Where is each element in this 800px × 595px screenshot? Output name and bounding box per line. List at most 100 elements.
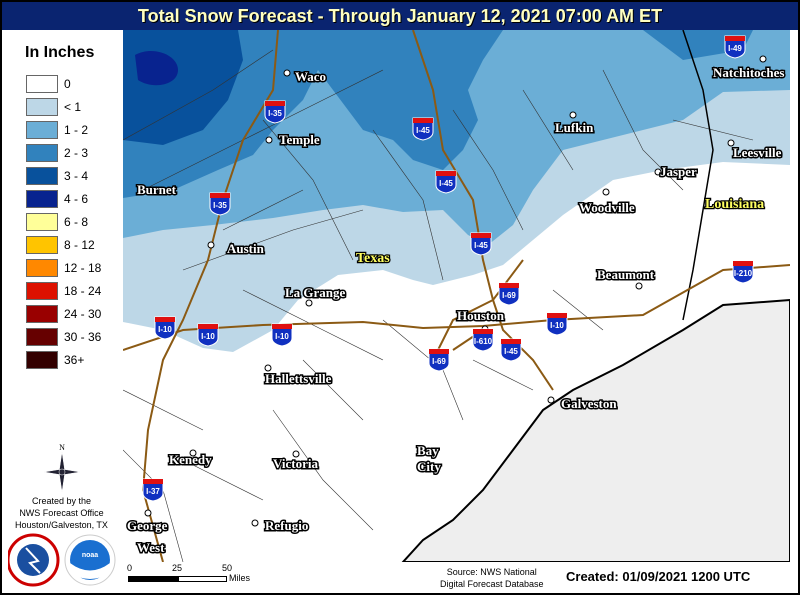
city-marker xyxy=(305,299,313,307)
city-marker xyxy=(251,519,259,527)
legend-swatch xyxy=(26,282,58,300)
interstate-label: I-69 xyxy=(502,291,516,300)
interstate-label: I-10 xyxy=(550,321,564,330)
legend-item: 36+ xyxy=(26,351,84,369)
credit-line: NWS Forecast Office xyxy=(19,508,104,518)
credits: Created by the NWS Forecast Office Houst… xyxy=(0,495,123,531)
city-label: George xyxy=(127,518,168,533)
city-label: Leesville xyxy=(733,145,782,160)
interstate-label: I-35 xyxy=(268,109,282,118)
source-line: Digital Forecast Database xyxy=(440,579,544,589)
legend-item: 0 xyxy=(26,75,71,93)
interstate-shield-icon: I-69 xyxy=(428,348,450,372)
city-marker xyxy=(547,396,555,404)
noaa-logo: noaa xyxy=(64,534,116,586)
city-marker xyxy=(283,69,291,77)
legend-swatch xyxy=(26,75,58,93)
city-label: City xyxy=(417,459,441,474)
interstate-label: I-10 xyxy=(275,332,289,341)
source-line: Source: NWS National xyxy=(446,567,537,577)
city-label: Refugio xyxy=(265,518,308,533)
compass-north-label: N xyxy=(59,443,65,452)
city-marker xyxy=(727,139,735,147)
city-label: Houston xyxy=(457,308,505,323)
interstate-shield-icon: I-35 xyxy=(209,192,231,216)
legend-item: 1 - 2 xyxy=(26,121,88,139)
snow-4-6-area xyxy=(135,50,178,86)
legend-swatch xyxy=(26,213,58,231)
legend-label: 30 - 36 xyxy=(64,330,102,344)
legend-label: 8 - 12 xyxy=(64,238,95,252)
legend-label: < 1 xyxy=(64,100,82,114)
created-timestamp: Created: 01/09/2021 1200 UTC xyxy=(566,569,751,584)
noaa-logo-text: noaa xyxy=(82,552,98,559)
interstate-label: I-610 xyxy=(474,337,493,346)
source-note: Source: NWS National Digital Forecast Da… xyxy=(440,566,544,590)
interstate-shield-icon: I-10 xyxy=(546,312,568,336)
city-marker xyxy=(292,450,300,458)
state-label: Louisiana xyxy=(705,197,764,212)
interstate-shield-icon: I-69 xyxy=(498,282,520,306)
legend-item: < 1 xyxy=(26,98,81,116)
legend-swatch xyxy=(26,167,58,185)
interstate-shield-icon: I-45 xyxy=(412,117,434,141)
legend-item: 18 - 24 xyxy=(26,282,101,300)
interstate-label: I-10 xyxy=(201,332,215,341)
legend-swatch xyxy=(26,328,58,346)
city-marker xyxy=(635,282,643,290)
legend-label: 12 - 18 xyxy=(64,261,102,275)
interstate-shield-icon: I-35 xyxy=(264,100,286,124)
interstate-highways xyxy=(123,30,790,562)
city-label: West xyxy=(137,540,165,555)
legend: In Inches 0 < 1 1 - 2 2 - 3 3 - 4 4 - 6 6 - 8 8… xyxy=(2,30,121,370)
city-label: Austin xyxy=(227,241,265,256)
city-label: La Grange xyxy=(285,285,346,300)
legend-title: In Inches xyxy=(25,44,95,61)
legend-label: 1 - 2 xyxy=(64,123,89,137)
city-marker xyxy=(264,364,272,372)
legend-item: 8 - 12 xyxy=(26,236,95,254)
interstate-shield-icon: I-37 xyxy=(142,478,164,502)
legend-swatch xyxy=(26,144,58,162)
legend-item: 12 - 18 xyxy=(26,259,101,277)
legend-label: 18 - 24 xyxy=(64,284,102,298)
interstate-shield-icon: I-45 xyxy=(470,232,492,256)
interstate-shield-icon: I-10 xyxy=(197,323,219,347)
legend-item: 4 - 6 xyxy=(26,190,88,208)
legend-swatch xyxy=(26,190,58,208)
legend-swatch xyxy=(26,305,58,323)
interstate-label: I-69 xyxy=(432,357,446,366)
legend-item: 2 - 3 xyxy=(26,144,88,162)
interstate-shield-icon: I-610 xyxy=(472,328,494,352)
city-marker xyxy=(602,188,610,196)
legend-label: 4 - 6 xyxy=(64,192,89,206)
city-marker xyxy=(569,111,577,119)
compass-rose-icon: N xyxy=(43,443,81,492)
city-label: Kenedy xyxy=(169,452,212,467)
credit-line: Created by the xyxy=(31,496,92,506)
interstate-label: I-210 xyxy=(734,269,753,278)
city-label: Galveston xyxy=(561,396,617,411)
city-marker xyxy=(759,55,767,63)
city-label: Waco xyxy=(295,69,326,84)
city-marker xyxy=(207,241,215,249)
city-label: Woodville xyxy=(579,200,635,215)
map-canvas: Waco Temple Burnet Austin La Grange Lufkin Nat… xyxy=(123,30,790,562)
interstate-label: I-10 xyxy=(158,325,172,334)
city-label: Beaumont xyxy=(597,267,655,282)
nws-logo xyxy=(8,533,60,587)
legend-label: 6 - 8 xyxy=(64,215,89,229)
legend-item: 3 - 4 xyxy=(26,167,88,185)
interstate-shield-icon: I-45 xyxy=(500,338,522,362)
legend-item: 24 - 30 xyxy=(26,305,101,323)
interstate-label: I-49 xyxy=(728,44,742,53)
city-marker xyxy=(416,447,424,455)
legend-swatch xyxy=(26,259,58,277)
gulf-of-mexico xyxy=(401,298,790,562)
city-marker xyxy=(654,168,662,176)
interstate-label: I-45 xyxy=(416,126,430,135)
interstate-label: I-35 xyxy=(213,201,227,210)
city-label: Natchitoches xyxy=(713,65,785,80)
legend-label: 2 - 3 xyxy=(64,146,89,160)
